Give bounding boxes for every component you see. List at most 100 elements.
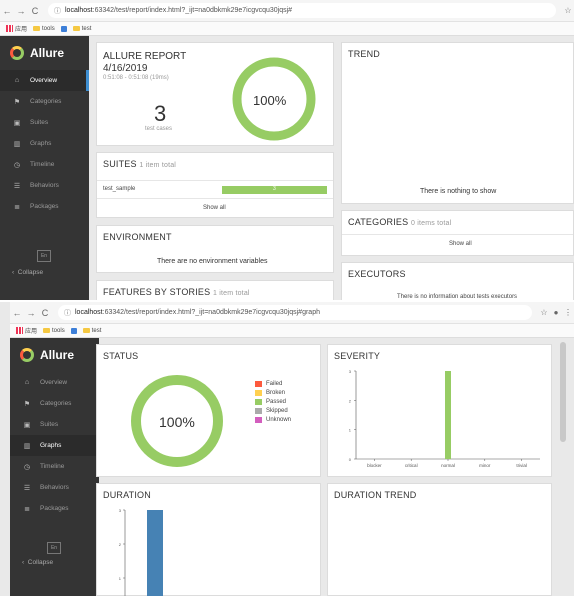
- bookmarks-bar: 应用 tools test: [0, 22, 574, 36]
- bookmark-tools[interactable]: tools: [43, 328, 65, 334]
- forward-icon[interactable]: →: [26, 307, 36, 318]
- brand-logo[interactable]: Allure: [10, 338, 99, 372]
- reload-icon[interactable]: C: [41, 307, 49, 318]
- bar-chart-icon: ▥: [13, 140, 21, 148]
- sidebar-item-behaviors[interactable]: ☰ Behaviors: [23, 484, 69, 492]
- browser-address-bar: ← → C ⓘ localhost :63342/test/report/ind…: [0, 0, 574, 22]
- report-date: 4/16/2019: [103, 63, 148, 74]
- legend-item-skipped[interactable]: Skipped: [255, 406, 291, 415]
- bookmark-apps[interactable]: 应用: [6, 24, 27, 33]
- bookmarks-bar: 应用 tools test: [10, 324, 574, 338]
- duration-y-tick-label: 2: [119, 542, 122, 547]
- bookmark-star-icon[interactable]: ☆: [564, 6, 572, 15]
- report-summary-card: ALLURE REPORT 4/16/2019 0:51:08 - 0:51:0…: [96, 42, 334, 146]
- legend-item-broken[interactable]: Broken: [255, 388, 291, 397]
- page-icon: [60, 25, 67, 32]
- back-icon[interactable]: ←: [2, 5, 12, 16]
- language-button[interactable]: En: [37, 250, 51, 262]
- chevron-left-icon: ‹: [12, 269, 15, 276]
- severity-chart: 0 1 2 3 blocker critical normal minor trivial: [349, 369, 540, 468]
- status-pie: [131, 375, 223, 467]
- bookmark-star-icon[interactable]: ☆: [540, 308, 548, 317]
- sidebar-item-overview[interactable]: ⌂ Overview: [10, 372, 99, 393]
- sidebar-item-overview[interactable]: ⌂ Overview: [0, 70, 89, 91]
- suite-count: 3: [273, 186, 276, 192]
- severity-y-tick-label: 0: [349, 457, 352, 462]
- duration-trend-title: DURATION TREND: [334, 490, 417, 500]
- report-time: 0:51:08 - 0:51:08 (19ms): [103, 75, 169, 81]
- suite-passed-bar[interactable]: [222, 186, 327, 194]
- sidebar-item-graphs[interactable]: ▥ Graphs: [13, 140, 52, 148]
- severity-y-tick-label: 3: [349, 369, 352, 374]
- suite-name[interactable]: test_sample: [103, 186, 136, 192]
- url-path: :63342/test/report/index.html?_ijt=na0db…: [92, 7, 293, 14]
- apps-icon: [16, 327, 23, 334]
- sidebar-item-categories[interactable]: ⚑ Categories: [23, 400, 72, 408]
- legend-item-passed[interactable]: Passed: [255, 397, 291, 406]
- bookmark-test[interactable]: test: [82, 328, 101, 334]
- sidebar-item-behaviors[interactable]: ☰ Behaviors: [13, 182, 59, 190]
- allure-logo-icon: [20, 348, 34, 362]
- pass-percent: 100%: [253, 93, 287, 108]
- severity-x-tick-label: normal: [441, 463, 455, 468]
- menu-dots-icon[interactable]: ⋮: [564, 308, 572, 317]
- page-scrollbar[interactable]: [560, 342, 566, 442]
- suites-card: SUITES 1 item total test_sample 3 Show a…: [96, 152, 334, 218]
- sidebar-item-categories[interactable]: ⚑ Categories: [13, 98, 62, 106]
- divider: [97, 180, 333, 181]
- legend-item-unknown[interactable]: Unknown: [255, 415, 291, 424]
- sidebar-item-suites[interactable]: ▣ Suites: [13, 119, 49, 127]
- sidebar-item-packages[interactable]: ≣ Packages: [0, 196, 89, 217]
- sidebar-item-timeline[interactable]: ◷ Timeline: [23, 463, 65, 471]
- duration-title: DURATION: [103, 490, 151, 500]
- failed-swatch: [255, 380, 262, 387]
- info-icon[interactable]: ⓘ: [54, 7, 61, 15]
- broken-swatch: [255, 389, 262, 396]
- url-input[interactable]: ⓘ localhost :63342/test/report/index.htm…: [48, 3, 556, 18]
- sidebar-item-suites[interactable]: ▣ Suites: [23, 421, 59, 429]
- collapse-button[interactable]: ‹ Collapse: [12, 269, 44, 276]
- bookmark-link[interactable]: [60, 25, 67, 32]
- pie-passed-ring[interactable]: [131, 375, 223, 467]
- briefcase-icon: ▣: [23, 421, 31, 429]
- divider: [97, 198, 333, 199]
- report-title: ALLURE REPORT: [103, 51, 187, 62]
- chevron-left-icon: ‹: [22, 559, 25, 566]
- sidebar-item-timeline[interactable]: ◷ Timeline: [13, 161, 55, 169]
- duration-y-tick-label: 3: [119, 508, 122, 513]
- url-path: :63342/test/report/index.html?_ijt=na0db…: [102, 309, 320, 316]
- collapse-button[interactable]: ‹ Collapse: [22, 559, 54, 566]
- account-icon[interactable]: ●: [553, 308, 559, 317]
- executors-empty-text: There is no information about tests exec…: [397, 294, 518, 300]
- briefcase-icon: ▣: [13, 119, 21, 127]
- url-input[interactable]: ⓘ localhost :63342/test/report/index.htm…: [58, 305, 532, 320]
- bookmark-link[interactable]: [70, 327, 77, 334]
- legend-item-failed[interactable]: Failed: [255, 379, 291, 388]
- allure-logo-icon: [10, 46, 24, 60]
- categories-show-all-link[interactable]: Show all: [449, 241, 472, 247]
- bookmark-tools[interactable]: tools: [33, 26, 55, 32]
- test-count: 3: [154, 101, 167, 126]
- sidebar-item-packages[interactable]: ≣ Packages: [10, 498, 99, 519]
- folder-icon: [82, 328, 90, 333]
- duration-bar: [147, 510, 163, 596]
- donut-passed-ring: [232, 57, 316, 141]
- bookmark-apps[interactable]: 应用: [16, 326, 37, 335]
- severity-card: SEVERITY 0 1 2 3 blocker critical normal minor t…: [327, 344, 552, 477]
- sidebar-item-graphs[interactable]: ▥ Graphs: [10, 435, 99, 456]
- back-icon[interactable]: ←: [12, 307, 22, 318]
- forward-icon[interactable]: →: [16, 5, 26, 16]
- language-button[interactable]: En: [47, 542, 61, 554]
- severity-x-tick-label: minor: [479, 463, 491, 468]
- clock-icon: ◷: [13, 161, 21, 169]
- info-icon[interactable]: ⓘ: [64, 309, 71, 317]
- bookmark-test[interactable]: test: [72, 26, 91, 32]
- categories-card: CATEGORIES 0 items total Show all: [341, 210, 574, 256]
- folder-icon: [33, 26, 41, 31]
- unknown-swatch: [255, 416, 262, 423]
- page-icon: [70, 327, 77, 334]
- suites-show-all-link[interactable]: Show all: [203, 205, 226, 211]
- brand-logo[interactable]: Allure: [0, 36, 89, 70]
- suites-title: SUITES 1 item total: [103, 159, 177, 169]
- reload-icon[interactable]: C: [31, 5, 39, 16]
